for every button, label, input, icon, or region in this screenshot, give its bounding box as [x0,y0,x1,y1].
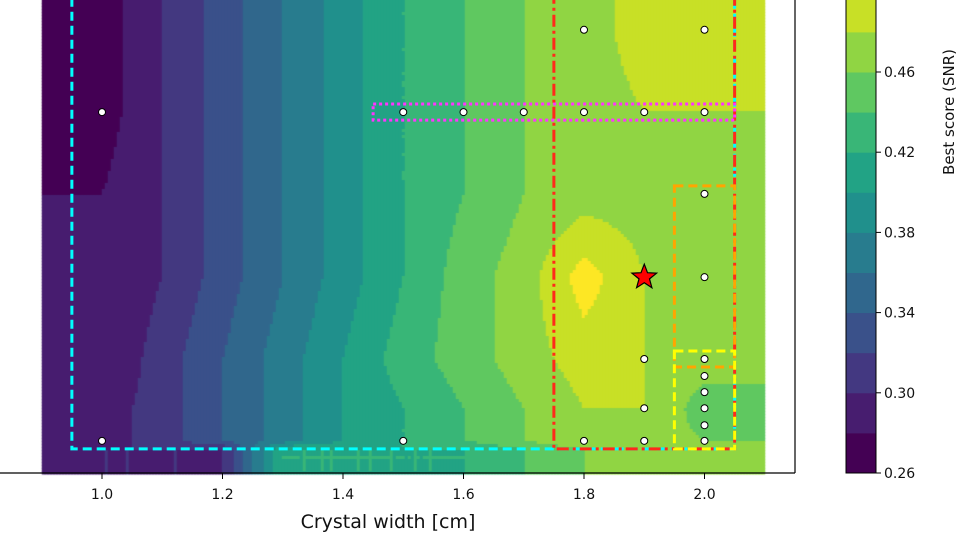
colorbar-band [846,392,876,434]
sample-point [700,355,709,364]
sample-point [700,273,709,282]
colorbar-tick-label: 0.38 [884,225,915,241]
sample-point [399,108,408,117]
x-ticks: 1.0 1.2 1.4 1.6 1.8 2.0 [91,473,716,503]
x-tick-label: 1.8 [573,487,595,503]
sample-point [580,436,588,445]
sample-point [580,25,588,34]
sample-points [98,25,709,445]
colorbar-tick-label: 0.30 [884,386,915,402]
region-box-4 [672,349,737,451]
sample-point [700,421,709,430]
sample-point [98,436,106,445]
region-boxes [70,0,737,451]
sample-point [399,436,408,445]
colorbar-tick-label: 0.26 [884,466,915,482]
sample-point [580,108,588,117]
sample-point [640,355,649,364]
star-marker [630,262,659,290]
region-box-2 [371,102,737,122]
colorbar-band [846,0,876,33]
sample-point [700,404,709,413]
x-tick-label: 2.0 [693,487,715,503]
colorbar-band [846,232,876,273]
region-box-1 [552,0,737,451]
colorbar-tick-label: 0.46 [884,65,915,81]
colorbar-band [846,31,876,73]
colorbar-label: Best score (SNR) [940,49,958,175]
x-axis-label: Crystal width [cm] [301,511,476,533]
colorbar-band [846,312,876,354]
colorbar-band [846,432,876,474]
sample-point [700,436,709,445]
sample-point [459,108,468,117]
x-tick-label: 1.2 [211,487,233,503]
x-tick-label: 1.6 [452,487,474,503]
sample-point [519,108,528,117]
colorbar-band [846,272,876,314]
sample-point [700,25,709,34]
region-box-0 [70,0,737,451]
sample-point [640,436,649,445]
colorbar-band [846,352,876,394]
x-tick-label: 1.0 [91,487,113,503]
colorbar-band [846,112,876,153]
colorbar-frame [845,0,877,474]
x-tick-label: 1.4 [332,487,354,503]
colorbar-tick-label: 0.34 [884,306,915,322]
sample-point [700,108,709,117]
sample-point [640,108,649,117]
sample-point [640,404,649,413]
sample-point [700,388,709,397]
sample-point [700,372,709,381]
colorbar-band [846,152,876,193]
best-point-star [630,262,659,290]
colorbar-band [846,72,876,113]
sample-point [700,189,709,198]
colorbar-tick-label: 0.42 [884,145,915,161]
sample-point [98,108,106,117]
region-box-3 [672,184,737,369]
colorbar: 0.26 0.30 0.34 0.38 0.42 0.46 [845,0,915,482]
colorbar-band [846,192,876,233]
